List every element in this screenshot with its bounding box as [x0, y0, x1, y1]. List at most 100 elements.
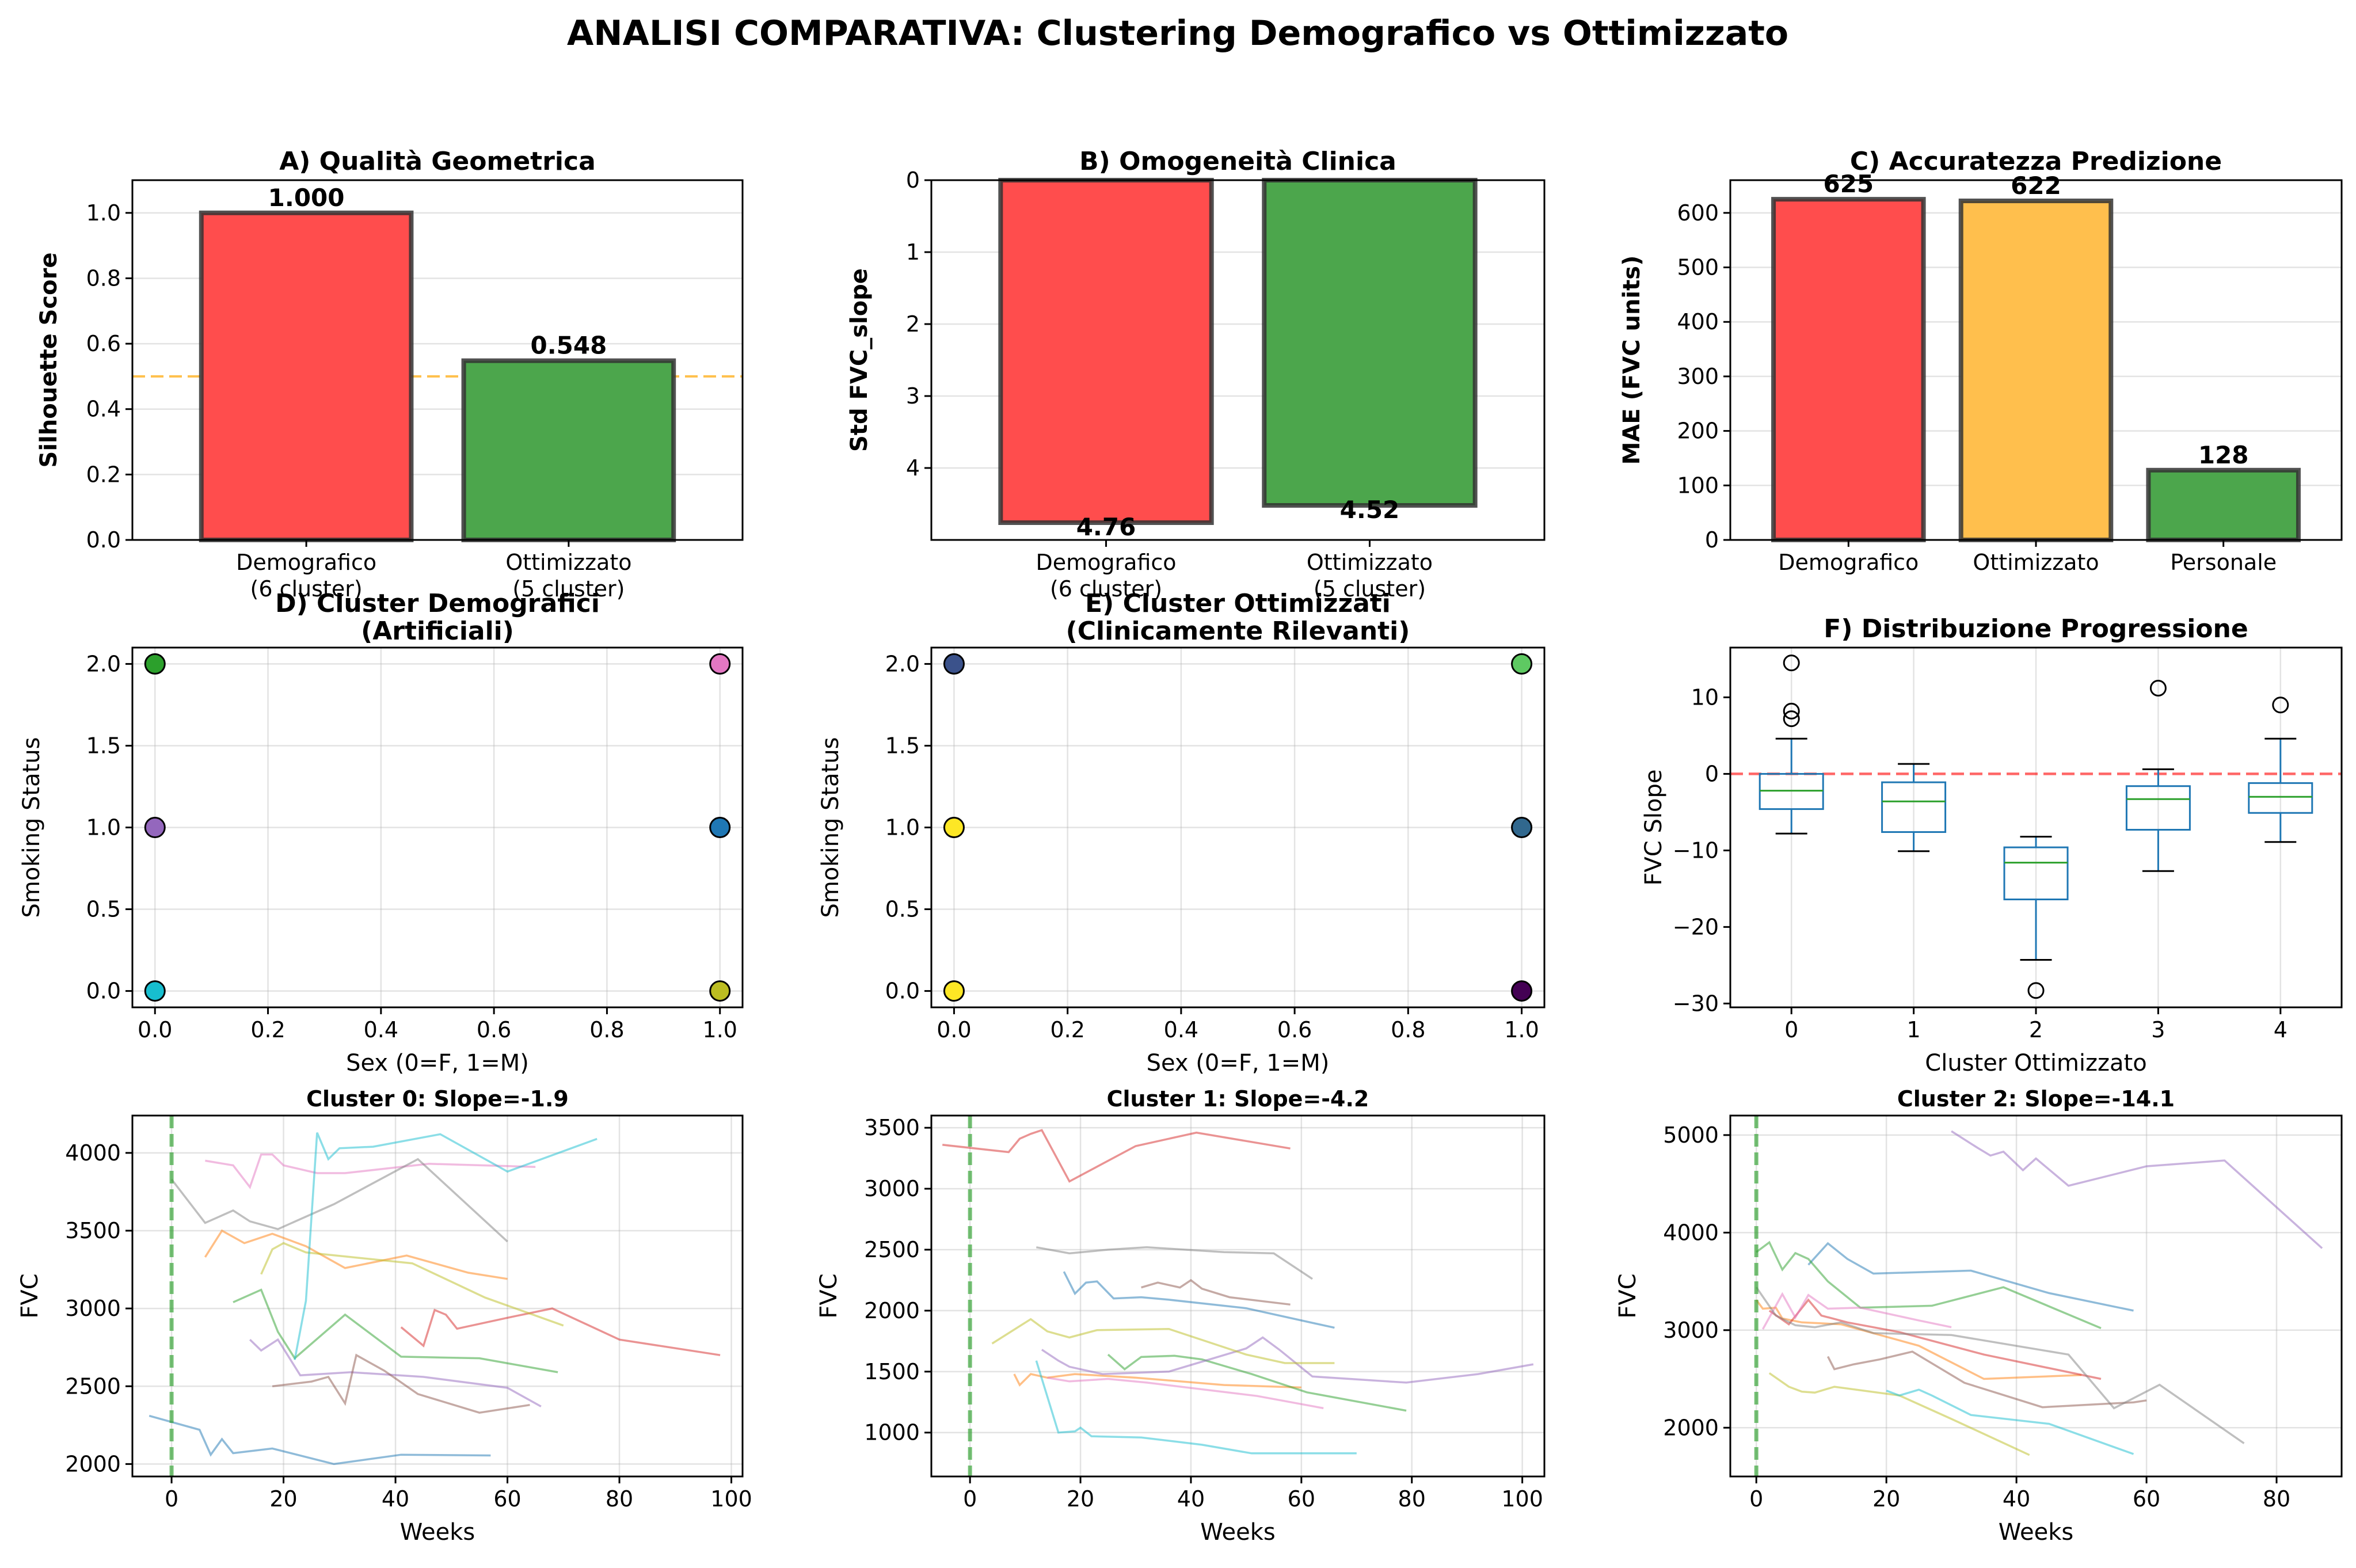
- scatter-point: [709, 817, 731, 838]
- series-line: [942, 1129, 1291, 1183]
- x-tick-label: Personale: [2170, 550, 2277, 575]
- y-axis-label: FVC Slope: [1641, 770, 1667, 886]
- series-line: [1036, 1246, 1313, 1280]
- figure-suptitle: ANALISI COMPARATIVA: Clustering Demograf…: [567, 13, 1788, 54]
- series-line: [1141, 1278, 1291, 1306]
- bar: [1771, 197, 1926, 543]
- y-tick-label: 1000: [864, 1420, 920, 1445]
- x-tick-label: 20: [1872, 1486, 1900, 1512]
- x-axis-label: Weeks: [400, 1519, 475, 1546]
- panel-A: 0.0 0.2 0.4 0.6 0.8 1.0 1.000 Demografico (6 clu…: [36, 147, 744, 602]
- x-tick-label: 0.2: [250, 1017, 285, 1042]
- panel-title: C) Accuratezza Predizione: [1850, 147, 2222, 176]
- x-tick-label: 0.0: [138, 1017, 172, 1042]
- y-tick-label: 3500: [864, 1115, 920, 1140]
- y-tick-label: 1.0: [86, 200, 121, 226]
- scatter-point: [1511, 817, 1533, 838]
- y-axis-label: FVC: [816, 1273, 842, 1318]
- x-tick-label: 80: [1398, 1486, 1426, 1512]
- panel-title: Cluster 1: Slope=-4.2: [1107, 1086, 1369, 1112]
- x-axis-label: Sex (0=F, 1=M): [1147, 1050, 1330, 1076]
- axes-frame: [930, 646, 1546, 1008]
- x-axis-label: Cluster Ottimizzato: [1925, 1050, 2146, 1076]
- y-tick-label: 1500: [864, 1359, 920, 1384]
- series-line: [991, 1318, 1335, 1364]
- x-tick-label: 1.0: [703, 1017, 737, 1042]
- bar-value-label: 622: [2011, 172, 2061, 200]
- y-tick-label: 3500: [65, 1218, 121, 1243]
- bar-value-label: 1.000: [268, 184, 345, 212]
- panel-title: E) Cluster Ottimizzati (Clinicamente Rile…: [1066, 589, 1410, 646]
- y-tick-label: 400: [1677, 309, 1719, 334]
- panel-title: A) Qualità Geometrica: [279, 147, 596, 176]
- x-tick-label: Demografico (6 cluster): [1036, 550, 1177, 602]
- x-axis-label: Weeks: [1999, 1519, 2073, 1546]
- x-tick-label: Ottimizzato (5 cluster): [1307, 550, 1433, 602]
- y-tick-label: 0.6: [86, 331, 121, 356]
- panel-H: 1000 1500 2000 2500 3000 3500 0 20 40 60 80 100 FVC W…: [816, 1086, 1546, 1546]
- y-tick-label: 3000: [65, 1296, 121, 1321]
- y-tick-label: 4000: [65, 1140, 121, 1166]
- series-line: [1755, 1299, 2082, 1380]
- box-outlier: [1783, 654, 1800, 672]
- y-tick-label: 0.5: [885, 897, 920, 922]
- series-line: [1807, 1242, 2134, 1312]
- y-tick-label: 300: [1677, 364, 1719, 389]
- x-tick-label: 1: [1907, 1017, 1921, 1042]
- y-tick-label: 4000: [1663, 1220, 1719, 1245]
- x-tick-label: 0: [963, 1486, 977, 1512]
- x-tick-label: 20: [1067, 1486, 1094, 1512]
- scatter-point: [1511, 980, 1533, 1002]
- bar: [1262, 178, 1478, 508]
- x-tick-label: 1.0: [1504, 1017, 1539, 1042]
- scatter-point: [144, 653, 166, 675]
- series-line: [1035, 1360, 1357, 1455]
- y-tick-label: 1.5: [86, 733, 121, 758]
- bar-value-label: 0.548: [530, 332, 607, 360]
- x-tick-label: 100: [710, 1486, 752, 1512]
- series-line: [205, 1153, 536, 1189]
- x-tick-label: 0.2: [1050, 1017, 1084, 1042]
- series-line: [249, 1338, 542, 1407]
- y-tick-label: 1.5: [885, 733, 920, 758]
- box-iqr: [1881, 781, 1947, 833]
- y-axis-label: Smoking Status: [18, 737, 45, 918]
- series-line: [1013, 1373, 1301, 1389]
- y-tick-label: 600: [1677, 200, 1719, 226]
- x-tick-label: 0: [1784, 1017, 1798, 1042]
- x-tick-label: 0: [1749, 1486, 1763, 1512]
- y-tick-label: 500: [1677, 255, 1719, 280]
- series-line: [294, 1132, 597, 1360]
- x-tick-label: Demografico (6 cluster): [236, 550, 376, 602]
- x-tick-label: 60: [493, 1486, 521, 1512]
- series-line: [233, 1288, 558, 1373]
- axes-frame: [131, 179, 744, 541]
- y-tick-label: 0: [906, 168, 920, 193]
- box-iqr: [2248, 782, 2313, 814]
- scatter-point: [144, 817, 166, 838]
- bar-value-label: 4.76: [1076, 513, 1136, 541]
- y-tick-label: 0.0: [885, 979, 920, 1004]
- y-tick-label: 4: [906, 455, 920, 481]
- y-axis-label: MAE (FVC units): [1619, 256, 1645, 465]
- box-outlier: [2027, 982, 2045, 999]
- x-tick-label: 40: [1177, 1486, 1205, 1512]
- axes-frame: [1729, 179, 2343, 541]
- x-tick-label: 80: [2263, 1486, 2290, 1512]
- y-tick-label: 2000: [864, 1298, 920, 1323]
- bar-value-label: 128: [2198, 441, 2249, 469]
- box-outlier: [1783, 702, 1800, 720]
- series-line: [1951, 1130, 2323, 1249]
- x-tick-label: 0.4: [1164, 1017, 1198, 1042]
- x-tick-label: 60: [2133, 1486, 2160, 1512]
- series-line: [400, 1307, 721, 1356]
- x-tick-label: 80: [606, 1486, 633, 1512]
- y-tick-label: 2000: [65, 1451, 121, 1476]
- series-line: [1063, 1271, 1335, 1329]
- series-line: [1107, 1353, 1407, 1412]
- scatter-point: [943, 817, 965, 838]
- series-line: [149, 1414, 491, 1466]
- panel-F: −30 −20 −10 0 10 0 1 2 3 4 FVC Slope Cluster Ottimi…: [1641, 614, 2343, 1076]
- series-line: [1041, 1336, 1534, 1384]
